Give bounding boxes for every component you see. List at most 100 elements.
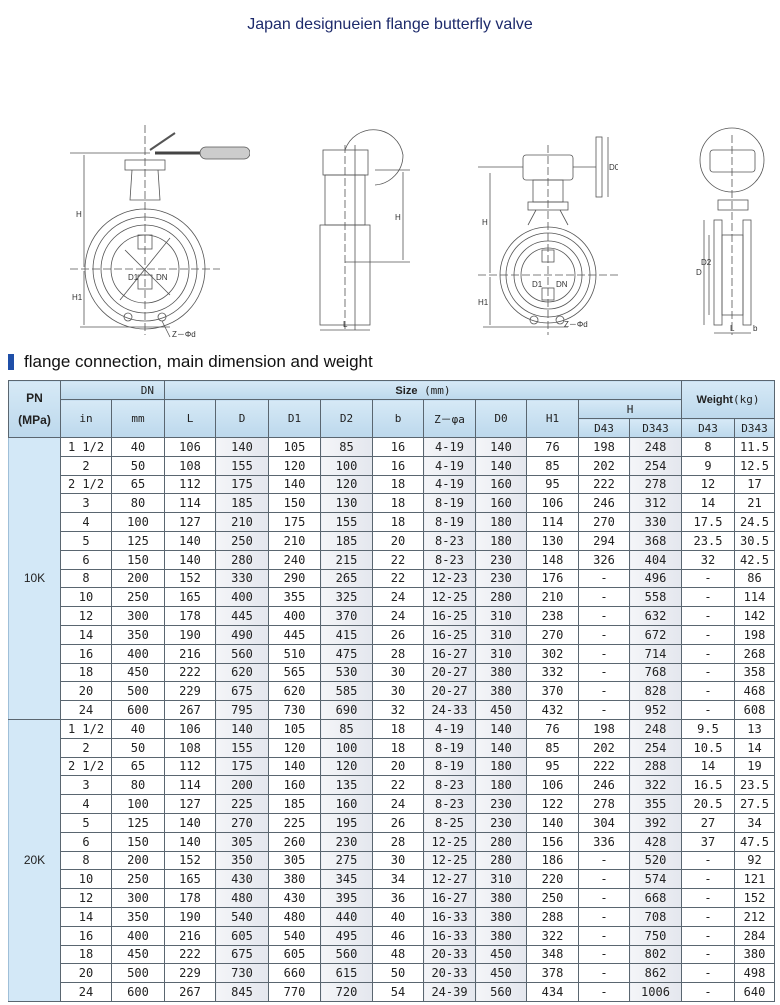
table-cell: 600: [111, 700, 165, 720]
table-cell: 560: [215, 643, 269, 664]
table-cell: 100: [111, 512, 165, 532]
table-cell: 198: [578, 718, 630, 739]
table-row: 3 80 114 185 150 130 18 8-19 160 106 246 312 14 21: [9, 493, 775, 514]
table-row: 12 300 178 445 400 370 24 16-25 310 238-632-142: [9, 606, 775, 626]
table-cell: 310: [475, 606, 527, 626]
table-cell: 225: [215, 794, 269, 814]
table-cell: 730: [268, 700, 321, 720]
header-D1: D1: [268, 399, 321, 438]
table-cell: 21: [734, 493, 775, 514]
table-cell: 380: [734, 944, 775, 965]
table-cell: 190: [164, 906, 216, 927]
table-cell: 120: [320, 474, 373, 495]
table-cell: 6: [60, 831, 112, 852]
table-cell: -: [681, 906, 735, 927]
table-cell: -: [578, 624, 630, 645]
table-cell: 215: [320, 549, 373, 570]
section-heading: flange connection, main dimension and we…: [8, 352, 373, 372]
header-pn: PN (MPa): [8, 380, 61, 438]
table-cell: 4-19: [423, 455, 476, 476]
table-cell: 620: [215, 662, 269, 683]
table-cell: 230: [475, 812, 527, 833]
table-cell: 24: [372, 606, 424, 626]
header-H-D43: D43: [578, 418, 630, 438]
table-cell: 140: [475, 455, 527, 476]
table-cell: 450: [475, 963, 527, 984]
table-cell: 112: [164, 756, 216, 777]
table-cell: 156: [526, 831, 579, 852]
table-cell: 9.5: [681, 718, 735, 739]
table-cell: 180: [475, 756, 527, 777]
table-cell: 24-33: [423, 700, 476, 720]
valve-gear-side-drawing: H L: [315, 125, 415, 340]
table-cell: 615: [320, 963, 373, 984]
table-row: 20 500 229 675 620 585 30 20-27 380 370-828-468: [9, 681, 775, 702]
table-cell: 105: [268, 437, 321, 457]
table-cell: 10: [60, 587, 112, 608]
table-cell: 108: [164, 737, 216, 758]
dim-label-Zd: Z－Φd: [172, 330, 196, 339]
table-cell: 14: [734, 737, 775, 758]
table-cell: 222: [578, 756, 630, 777]
table-row: 4 100 127 225 185 160 24 8-23 230 122 278 355 20.5 27…: [9, 794, 775, 814]
table-cell: 608: [734, 700, 775, 720]
header-z-phi-a: Z－φa: [423, 399, 476, 438]
table-cell: 165: [164, 587, 216, 608]
table-cell: 16: [60, 925, 112, 946]
section-title: flange connection, main dimension and we…: [24, 352, 373, 371]
header-L: L: [164, 399, 216, 438]
table-cell: -: [578, 906, 630, 927]
table-cell: 355: [629, 794, 682, 814]
table-cell: 350: [111, 906, 165, 927]
table-cell: 18: [372, 718, 424, 739]
table-cell: 16-27: [423, 643, 476, 664]
table-cell: 120: [268, 737, 321, 758]
table-cell: 14: [681, 756, 735, 777]
table-cell: 20-27: [423, 681, 476, 702]
table-cell: 4-19: [423, 718, 476, 739]
table-cell: -: [578, 888, 630, 908]
table-cell: 22: [372, 549, 424, 570]
table-cell: -: [578, 963, 630, 984]
dim-label-L: L: [343, 320, 348, 329]
dim-label-H1: H1: [72, 293, 83, 302]
table-cell: 18: [60, 662, 112, 683]
table-cell: 16-33: [423, 906, 476, 927]
table-cell: -: [578, 944, 630, 965]
table-cell: 270: [215, 812, 269, 833]
table-cell: 28: [372, 643, 424, 664]
table-row: 3 80 114 200 160 135 22 8-23 180 106 246 322 16.5 23.…: [9, 775, 775, 796]
table-cell: 10.5: [681, 737, 735, 758]
table-cell: 768: [629, 662, 682, 683]
table-cell: 380: [475, 925, 527, 946]
table-cell: 210: [526, 587, 579, 608]
table-cell: 468: [734, 681, 775, 702]
table-cell: 2: [60, 455, 112, 476]
table-cell: 358: [734, 662, 775, 683]
table-cell: 12: [681, 474, 735, 495]
table-cell: 65: [111, 474, 165, 495]
table-cell: 32: [681, 549, 735, 570]
table-cell: 122: [526, 794, 579, 814]
table-cell: 475: [320, 643, 373, 664]
table-cell: 180: [475, 530, 527, 551]
table-cell: 40: [372, 906, 424, 927]
table-cell: 40: [111, 437, 165, 457]
table-cell: 198: [578, 437, 630, 457]
table-cell: 310: [475, 624, 527, 645]
header-D0: D0: [475, 399, 527, 438]
table-cell: 140: [164, 812, 216, 833]
table-cell: 254: [629, 737, 682, 758]
table-cell: 140: [268, 756, 321, 777]
table-cell: 495: [320, 925, 373, 946]
table-cell: 12-25: [423, 587, 476, 608]
table-cell: 18: [372, 512, 424, 532]
table-cell: 11.5: [734, 437, 775, 457]
valve-handle-front-drawing: H H1 D1 DN Z－Φd: [70, 125, 250, 340]
table-cell: 585: [320, 681, 373, 702]
table-cell: 165: [164, 869, 216, 890]
pn-cell: 20K: [8, 718, 61, 1002]
table-cell: 114: [164, 775, 216, 796]
table-cell: 175: [215, 474, 269, 495]
table-row: 10K 1 1/2 40 106 140 105 85 16 4-19 140 76 198 248 8 1…: [8, 437, 775, 720]
